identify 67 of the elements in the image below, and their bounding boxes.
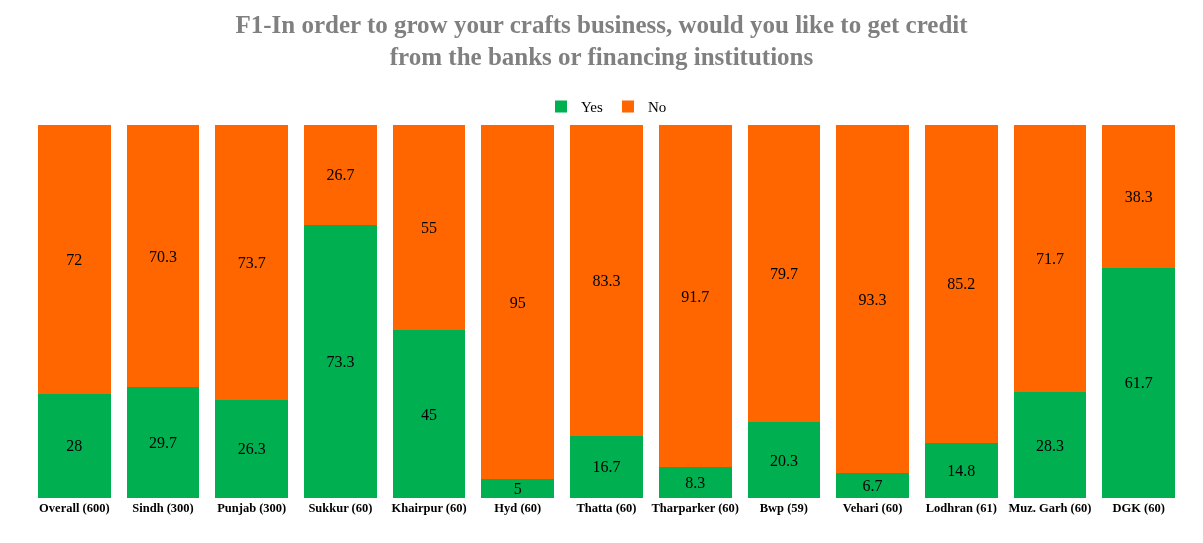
- bar: [392, 125, 466, 331]
- bar: [1013, 125, 1087, 393]
- bar: [658, 125, 732, 468]
- x-tick-label: Overall (600): [39, 500, 110, 515]
- x-tick-label: Bwp (59): [759, 500, 809, 515]
- bar: [924, 442, 998, 498]
- x-tick-label: Sukkur (60): [308, 500, 373, 515]
- data-label: 29.7: [149, 434, 178, 452]
- x-tick-label: Hyd (60): [494, 500, 542, 515]
- data-label: 38.3: [1124, 187, 1153, 205]
- bar: [1102, 267, 1176, 498]
- data-label: 70.3: [149, 247, 178, 265]
- bar: [570, 435, 643, 498]
- bar: [481, 479, 555, 498]
- data-label: 28.3: [1035, 436, 1064, 454]
- data-label: 28: [66, 437, 83, 455]
- data-label: 91.7: [681, 287, 710, 305]
- data-label: 95: [509, 293, 526, 311]
- bar: [658, 467, 732, 498]
- data-label: 73.7: [237, 253, 266, 271]
- bar: [126, 125, 200, 388]
- x-tick-label: Vehari (60): [842, 500, 903, 515]
- legend-label: No: [647, 99, 667, 116]
- data-label: 26.7: [326, 166, 355, 184]
- bar: [37, 125, 111, 394]
- data-label: 61.7: [1124, 374, 1153, 392]
- data-label: 71.7: [1035, 250, 1064, 268]
- x-tick-label: Tharparker (60): [651, 500, 739, 515]
- bar: [215, 125, 289, 400]
- bar: [126, 387, 200, 498]
- bar: [747, 422, 821, 498]
- data-label: 55: [421, 219, 438, 237]
- bar: [304, 125, 377, 225]
- bar: [747, 125, 821, 423]
- bar: [215, 399, 289, 498]
- x-tick-label: Muz. Garh (60): [1008, 500, 1092, 515]
- x-tick-label: Thatta (60): [576, 500, 637, 515]
- x-tick-label: DGK (60): [1112, 500, 1165, 515]
- data-label: 79.7: [769, 265, 798, 283]
- bar: [304, 224, 377, 498]
- x-tick-label: Khairpur (60): [391, 500, 467, 515]
- legend-label: Yes: [581, 99, 603, 116]
- bar: [37, 393, 111, 498]
- bar: [924, 125, 998, 443]
- data-label: 20.3: [769, 451, 798, 469]
- data-label: 5: [513, 480, 522, 498]
- data-label: 85.2: [947, 275, 976, 293]
- bar: [1102, 125, 1176, 268]
- data-label: 16.7: [592, 458, 621, 476]
- data-label: 26.3: [237, 440, 266, 458]
- bar: [836, 125, 909, 474]
- data-label: 93.3: [858, 290, 887, 308]
- data-label: 73.3: [326, 352, 355, 370]
- chart-title: F1-In order to grow your crafts business, would you like to get credit from the banks or financing institutions: [235, 10, 969, 71]
- x-tick-label: Sindh (300): [132, 500, 194, 515]
- bar: [1013, 392, 1087, 498]
- x-tick-label: Lodhran (61): [925, 500, 997, 515]
- data-label: 83.3: [592, 271, 621, 289]
- data-label: 14.8: [947, 461, 976, 479]
- bar: [392, 330, 466, 498]
- bar: [481, 125, 555, 480]
- data-label: 6.7: [862, 477, 883, 495]
- x-tick-label: Punjab (300): [217, 500, 287, 515]
- data-label: 72: [66, 250, 83, 268]
- data-label: 45: [421, 405, 438, 423]
- data-label: 8.3: [685, 474, 706, 492]
- bar: [836, 473, 909, 498]
